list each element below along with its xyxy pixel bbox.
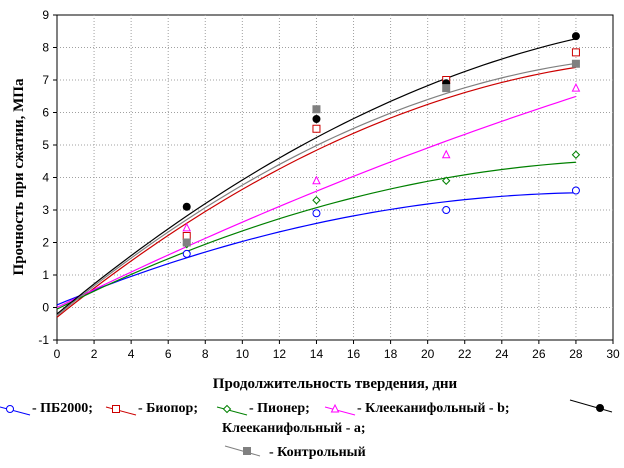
x-tick-label: 28 <box>569 347 583 361</box>
y-tick-label: 4 <box>42 171 49 185</box>
x-tick-label: 4 <box>128 347 135 361</box>
legend-label-2: - Пионер; <box>249 401 310 416</box>
data-point-0-0 <box>182 249 191 258</box>
x-tick-label: 18 <box>384 347 398 361</box>
legend-line-0 <box>0 406 31 416</box>
data-point-4-3 <box>571 32 580 41</box>
data-point-1-0 <box>182 232 191 240</box>
data-point-5-1 <box>312 105 321 114</box>
trend-line-4 <box>56 38 577 315</box>
legend-line-1 <box>105 406 137 416</box>
x-tick-label: 0 <box>54 347 61 361</box>
x-tick-label: 16 <box>347 347 361 361</box>
trend-lines <box>56 38 577 318</box>
data-point-3-2 <box>441 149 451 159</box>
legend-line-4 <box>569 399 613 413</box>
y-tick-label: 7 <box>42 73 49 87</box>
data-point-0-1 <box>312 209 321 218</box>
data-point-3-0 <box>182 222 192 232</box>
legend-label-1: - Биопор; <box>138 401 198 416</box>
data-point-4-1 <box>312 115 321 123</box>
data-point-2-3 <box>571 150 581 159</box>
y-tick-label: 9 <box>42 8 49 22</box>
legend-line-2 <box>216 406 248 416</box>
trend-line-0 <box>56 192 576 306</box>
x-tick-label: 22 <box>458 347 472 361</box>
data-point-4-0 <box>182 202 191 211</box>
plot-area <box>56 14 614 341</box>
legend-marker-5 <box>243 447 251 455</box>
data-point-2-1 <box>312 196 321 205</box>
legend: - ПБ2000; - Биопор; - Пионер; - Клееканифол… <box>0 399 613 460</box>
y-tick-label: -1 <box>38 333 49 347</box>
legend-marker-0 <box>6 405 14 413</box>
trend-line-1 <box>56 66 577 318</box>
data-point-5-3 <box>571 59 580 68</box>
legend-line-5 <box>224 445 261 457</box>
legend-line-3 <box>324 406 356 416</box>
x-tick-label: 14 <box>310 347 324 361</box>
x-tick-label: 10 <box>236 347 250 361</box>
y-tick-label: 2 <box>42 236 49 250</box>
data-point-1-3 <box>571 48 580 57</box>
y-tick-label: 5 <box>42 138 49 152</box>
x-tick-label: 20 <box>421 347 435 361</box>
x-axis-title: Продолжительность твердения, дни <box>213 376 458 392</box>
y-tick-label: 6 <box>42 106 49 120</box>
data-point-0-3 <box>571 186 580 195</box>
legend-label-0: - ПБ2000; <box>32 401 93 416</box>
x-tick-label: 6 <box>165 347 172 361</box>
x-tick-label: 2 <box>91 347 98 361</box>
data-point-5-2 <box>442 84 451 93</box>
y-tick-label: 3 <box>42 203 49 217</box>
data-point-0-2 <box>442 206 451 214</box>
data-points <box>182 32 581 258</box>
data-point-5-0 <box>182 238 191 247</box>
x-tick-label: 24 <box>495 347 509 361</box>
legend-marker-3 <box>330 403 340 413</box>
y-axis-title: Прочность при сжатии, МПа <box>11 78 27 275</box>
x-tick-label: 30 <box>606 347 620 361</box>
legend-marker-1 <box>112 405 120 413</box>
x-tick-label: 12 <box>273 347 287 361</box>
x-tick-label: 26 <box>532 347 546 361</box>
y-tick-label: 8 <box>42 41 49 55</box>
y-tick-label: 1 <box>42 268 49 282</box>
trend-line-3 <box>56 95 577 309</box>
legend-label-4: Клееканифольный - a; <box>222 421 366 436</box>
data-point-2-2 <box>441 176 451 185</box>
trend-line-5 <box>56 62 577 317</box>
y-tick-label: 0 <box>42 301 49 315</box>
legend-marker-2 <box>222 404 232 414</box>
trend-line-2 <box>56 161 576 310</box>
legend-marker-4 <box>596 404 604 412</box>
x-tick-label: 8 <box>202 347 209 361</box>
data-point-3-1 <box>312 175 321 185</box>
legend-label-5: - Контрольный <box>269 445 366 460</box>
data-point-3-3 <box>571 83 581 92</box>
legend-label-3: - Клееканифольный - b; <box>357 401 510 416</box>
data-point-1-1 <box>312 124 321 133</box>
grid-lines <box>57 15 613 340</box>
